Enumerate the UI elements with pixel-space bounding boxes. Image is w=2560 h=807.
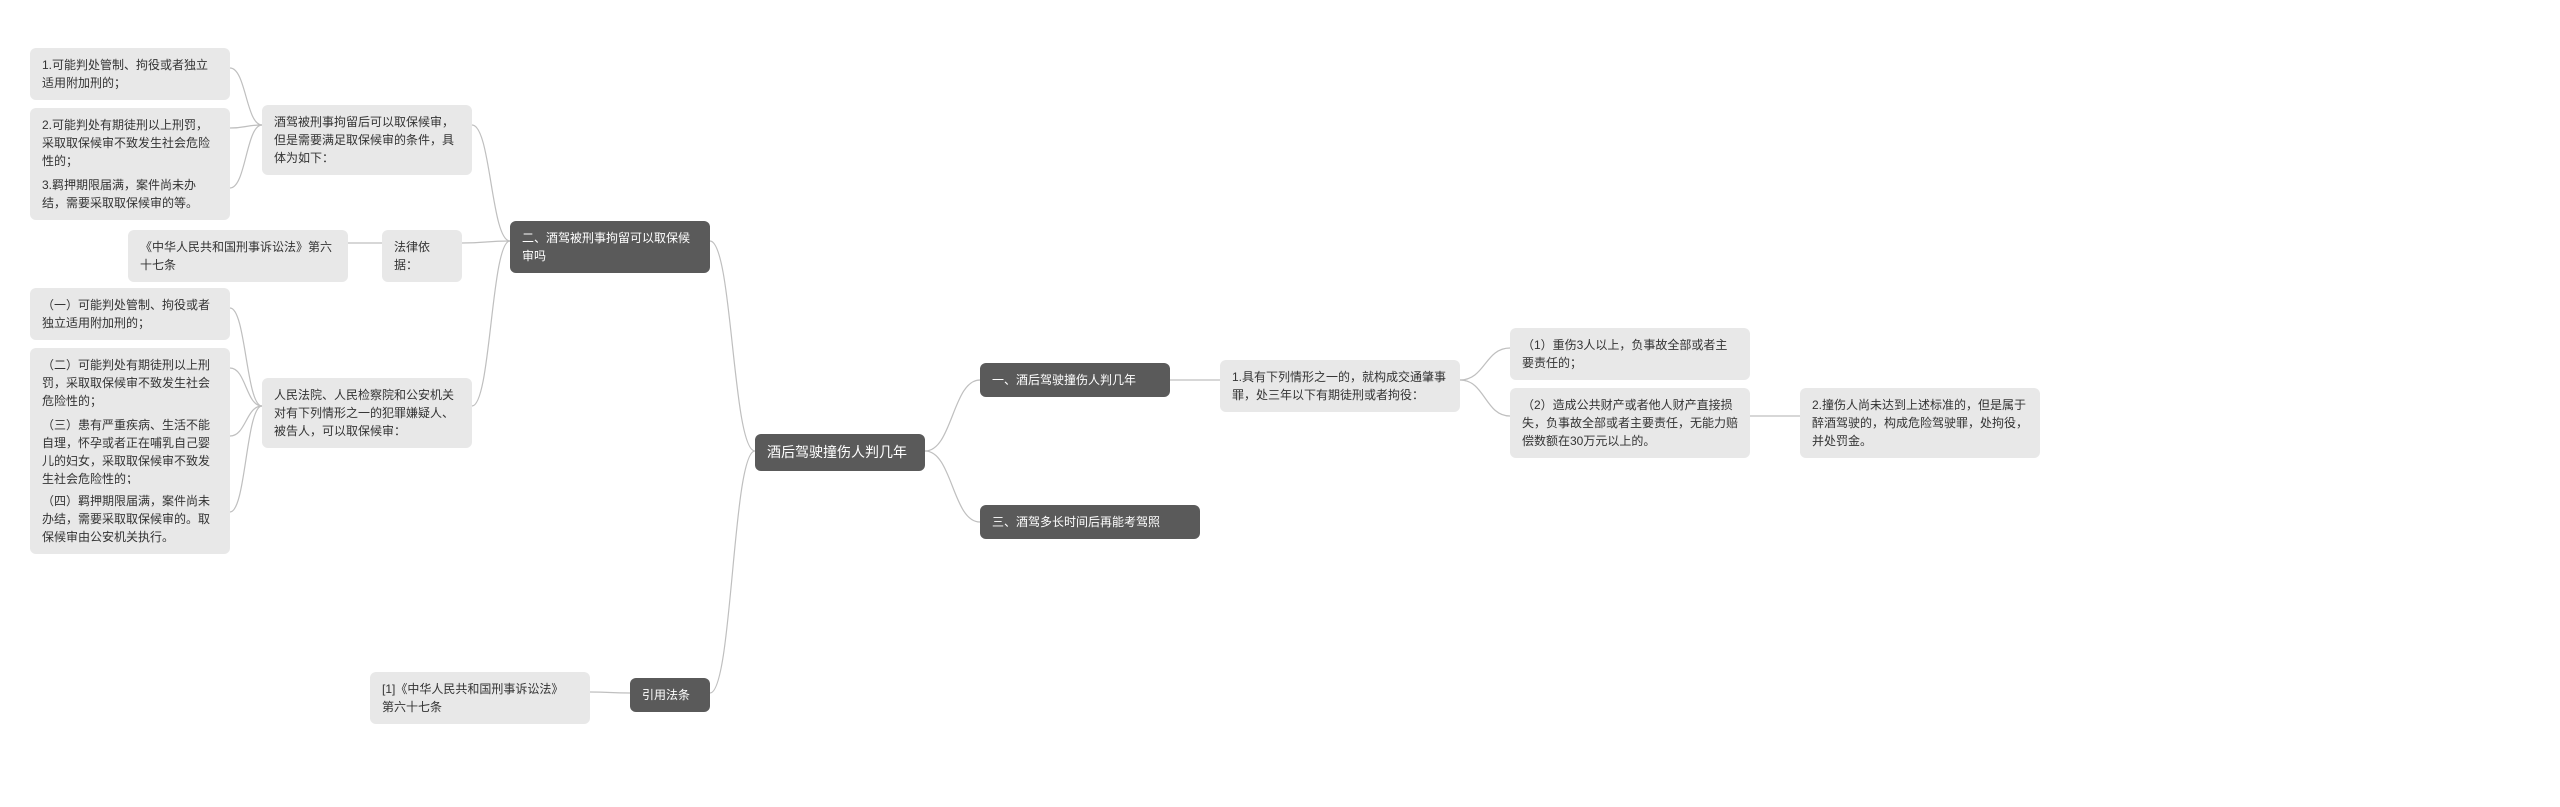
connector (472, 125, 510, 241)
mindmap-node-r1_1_2_1: 2.撞伤人尚未达到上述标准的，但是属于醉酒驾驶的，构成危险驾驶罪，处拘役，并处罚… (1800, 388, 2040, 458)
mindmap-node-root: 酒后驾驶撞伤人判几年 (755, 434, 925, 471)
mindmap-node-l2_c: 人民法院、人民检察院和公安机关对有下列情形之一的犯罪嫌疑人、被告人，可以取保候审… (262, 378, 472, 448)
mindmap-node-r1_1: 1.具有下列情形之一的，就构成交通肇事罪，处三年以下有期徒刑或者拘役： (1220, 360, 1460, 412)
mindmap-node-l2_b: 法律依据： (382, 230, 462, 282)
mindmap-node-l2_a: 酒驾被刑事拘留后可以取保候审，但是需要满足取保候审的条件，具体为如下： (262, 105, 472, 175)
connector (230, 125, 262, 188)
connector (710, 241, 755, 451)
connector (590, 692, 630, 693)
connector (925, 451, 980, 522)
mindmap-node-l4_1: [1]《中华人民共和国刑事诉讼法》 第六十七条 (370, 672, 590, 724)
connector (710, 451, 755, 693)
mindmap-node-l2_a_3: 3.羁押期限届满，案件尚未办结，需要采取取保候审的等。 (30, 168, 230, 220)
mindmap-node-l2_c_3: （三）患有严重疾病、生活不能自理，怀孕或者正在哺乳自己婴儿的妇女，采取取保候审不… (30, 408, 230, 496)
mindmap-node-r1: 一、酒后驾驶撞伤人判几年 (980, 363, 1170, 397)
connector (230, 308, 262, 406)
connector (925, 380, 980, 451)
connector (1460, 348, 1510, 380)
mindmap-node-r3: 三、酒驾多长时间后再能考驾照 (980, 505, 1200, 539)
mindmap-node-l4: 引用法条 (630, 678, 710, 712)
connector (462, 241, 510, 243)
connector (472, 241, 510, 406)
mindmap-node-l2: 二、酒驾被刑事拘留可以取保候审吗 (510, 221, 710, 273)
connector (230, 368, 262, 406)
mindmap-node-l2_c_4: （四）羁押期限届满，案件尚未办结，需要采取取保候审的。取保候审由公安机关执行。 (30, 484, 230, 554)
mindmap-node-l2_c_1: （一）可能判处管制、拘役或者独立适用附加刑的； (30, 288, 230, 340)
connector (230, 125, 262, 128)
mindmap-node-l2_a_1: 1.可能判处管制、拘役或者独立适用附加刑的； (30, 48, 230, 100)
connector (1460, 380, 1510, 416)
connector (230, 406, 262, 436)
mindmap-node-r1_1_2: （2）造成公共财产或者他人财产直接损失，负事故全部或者主要责任，无能力赔偿数额在… (1510, 388, 1750, 458)
mindmap-node-r1_1_1: （1）重伤3人以上，负事故全部或者主要责任的； (1510, 328, 1750, 380)
connector (230, 406, 262, 512)
connector (230, 68, 262, 125)
mindmap-node-l2_b_1: 《中华人民共和国刑事诉讼法》第六十七条 (128, 230, 348, 282)
